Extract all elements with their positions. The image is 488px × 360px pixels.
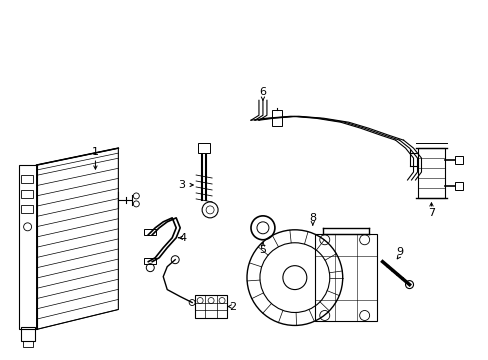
Bar [22, 341, 33, 347]
Bar [195, 294, 226, 319]
Bar [314, 234, 376, 321]
Bar [20, 175, 33, 183]
Text: 6: 6 [259, 87, 266, 97]
Bar [198, 143, 210, 153]
Bar [144, 258, 156, 264]
Bar [20, 328, 35, 341]
Text: 1: 1 [92, 147, 99, 157]
Text: 9: 9 [395, 247, 402, 257]
Text: 4: 4 [179, 233, 186, 243]
Text: 3: 3 [178, 180, 185, 190]
Bar [20, 190, 33, 198]
Bar [144, 229, 156, 235]
Text: 2: 2 [229, 302, 236, 311]
Bar [417, 148, 445, 198]
Bar [20, 205, 33, 213]
Bar [454, 156, 463, 164]
Bar [19, 165, 37, 329]
Text: 5: 5 [259, 245, 266, 255]
Text: 7: 7 [427, 208, 434, 218]
Bar [454, 182, 463, 190]
Bar [271, 110, 281, 126]
Text: 8: 8 [308, 213, 316, 223]
